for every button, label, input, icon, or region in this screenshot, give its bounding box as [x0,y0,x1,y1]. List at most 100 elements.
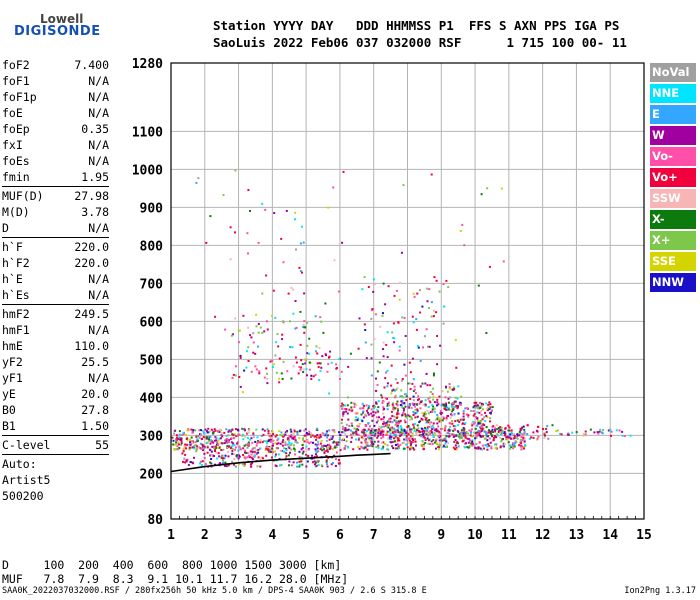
echo-dot [405,437,408,439]
echo-dot [392,409,395,412]
echo-dot [403,393,406,396]
echo-dot [484,411,486,414]
echo-dot [479,406,482,409]
echo-dot [320,366,323,369]
echo-dot [231,450,234,453]
echo-dot [274,354,277,357]
echo-dot [278,464,281,467]
echo-dot [419,311,422,314]
echo-dot [543,436,546,439]
echo-dot [392,408,395,410]
echo-dot [249,463,252,466]
echo-dot [390,436,393,438]
echo-dot [252,341,255,344]
echo-dot [378,416,380,419]
echo-dot [225,428,228,431]
echo-dot [430,410,433,413]
echo-dot [488,265,491,268]
echo-dot [303,429,306,432]
echo-dot [289,428,292,431]
echo-dot [313,435,316,438]
echo-dot [180,443,183,446]
echo-dot [340,431,343,434]
echo-dot [362,431,365,434]
echo-dot [173,432,176,435]
echo-dot [308,430,311,433]
echo-dot [468,438,471,441]
echo-dot [429,401,432,404]
echo-dot [424,429,427,432]
parameter-panel: foF2 7.400 foF1 N/A foF1p N/A foE N/A foEp 0.35 fx… [2,57,165,504]
legend-item-w: W [650,126,696,145]
echo-dot [364,434,367,437]
echo-dot [294,440,297,443]
legend-item-vo-: Vo- [650,147,696,166]
echo-dot [449,422,452,425]
echo-dot [284,443,287,446]
echo-dot [200,464,203,467]
echo-dot [290,286,293,289]
echo-dot [348,408,351,411]
echo-dot [385,424,388,427]
echo-dot [215,439,218,442]
echo-dot [326,443,329,446]
echo-dot [174,439,177,442]
echo-dot [209,454,212,457]
echo-dot [231,448,234,450]
echo-dot [330,436,333,439]
echo-dot [471,440,474,443]
echo-dot [382,406,385,409]
echo-dot [193,444,196,447]
echo-dot [501,431,504,434]
echo-dot [422,403,425,406]
echo-dot [349,429,352,432]
echo-dot [441,439,444,442]
param-row: hmF1 N/A [2,322,165,338]
echo-dot [327,456,330,459]
echo-dot [341,402,344,405]
echo-dot [469,439,471,442]
echo-dot [399,395,402,398]
echo-dot [316,352,319,355]
echo-dot [362,406,365,409]
echo-dot [395,289,398,292]
echo-dot [521,426,524,429]
echo-dot [438,442,441,445]
echo-dot [421,440,424,443]
echo-dot [379,426,382,429]
echo-dot [242,447,245,450]
echo-dot [257,441,260,444]
echo-dot [377,435,380,438]
echo-dot [408,415,411,418]
echo-dot [212,445,215,448]
echo-dot [427,345,429,348]
echo-dot [285,431,288,433]
echo-dot [517,432,520,435]
echo-dot [435,311,438,314]
echo-dot [385,425,388,428]
echo-dot [204,436,207,439]
echo-dot [275,341,278,344]
echo-dot [409,447,412,450]
echo-dot [439,428,442,430]
echo-dot [400,400,403,403]
echo-dot [337,441,340,444]
echo-dot [629,434,632,437]
param-label: h`F2 [2,256,30,270]
echo-dot [376,383,379,386]
echo-dot [401,407,404,410]
echo-dot [461,223,464,226]
echo-dot [413,385,416,388]
echo-dot [426,300,429,303]
echo-dot [342,438,345,441]
echo-dot [200,438,203,441]
echo-dot [301,452,304,455]
echo-dot [462,412,465,415]
echo-dot [476,417,479,420]
echo-dot [185,434,188,437]
echo-dot [472,422,475,425]
echo-dot [238,434,241,436]
echo-dot [272,451,274,454]
echo-dot [488,429,490,432]
echo-dot [360,445,363,448]
